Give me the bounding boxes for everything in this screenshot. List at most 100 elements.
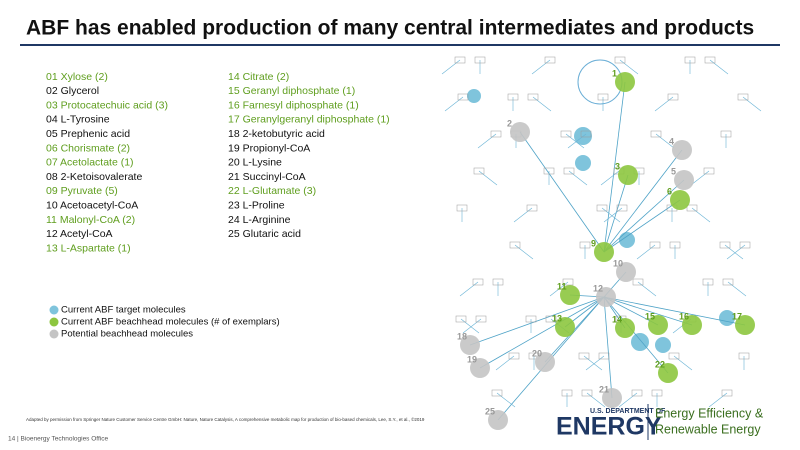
map-node [602, 388, 622, 408]
molecule-item: 20 L-Lysine [228, 157, 282, 169]
pathway-arrow [603, 296, 613, 399]
map-node [674, 170, 694, 190]
molecule-structure [650, 130, 662, 138]
pathway-arrow [742, 96, 762, 112]
pathway-arrow [636, 244, 656, 260]
map-node [658, 363, 678, 383]
map-node [618, 165, 638, 185]
pathway-arrow [618, 392, 638, 408]
footer: 14 | Bioenergy Technologies Office [8, 436, 108, 443]
molecule-structure [668, 352, 680, 360]
molecule-structure [738, 352, 750, 360]
map-node [648, 315, 668, 335]
molecule-structure [632, 278, 644, 286]
molecule-structure [739, 241, 751, 249]
pathway-arrow [600, 170, 620, 186]
map-node-label: 4 [669, 136, 674, 146]
map-node-label: 10 [613, 258, 623, 268]
map-node-label: 2 [507, 118, 512, 128]
molecule-item: 14 Citrate (2) [228, 71, 289, 83]
pathway-arrow [654, 96, 674, 112]
molecule-item: 12 Acetyl-CoA [46, 228, 113, 240]
map-node-label: 17 [732, 311, 742, 321]
molecule-structure [508, 352, 520, 360]
molecule-structure [473, 167, 485, 175]
map-node-label: 20 [532, 348, 542, 358]
target-node [631, 333, 649, 351]
pathway-arrow [724, 244, 744, 260]
molecule-structure [472, 278, 484, 286]
molecule-structure [596, 204, 608, 212]
molecule-item: 24 L-Arginine [228, 214, 291, 226]
legend-label: Current ABF target molecules [61, 305, 186, 316]
pathway-arrow [565, 133, 585, 149]
molecule-structure [509, 241, 521, 249]
molecule-structure [631, 389, 643, 397]
pathway-arrow [478, 170, 498, 186]
molecule-structure [702, 278, 714, 286]
pathway-arrow [726, 244, 746, 260]
molecule-structure [720, 130, 732, 138]
map-node [488, 410, 508, 430]
molecule-structure [507, 93, 519, 101]
pathway-arrow [531, 59, 551, 75]
map-node [672, 140, 692, 160]
molecule-item: 08 2-Ketoisovalerate [46, 171, 142, 183]
pathway-arrow [568, 170, 588, 186]
pathway-arrow [441, 59, 461, 75]
molecule-structure [614, 56, 626, 64]
map-node [735, 315, 755, 335]
pathway-arrow [549, 281, 569, 297]
map-node-label: 1 [612, 68, 617, 78]
map-node-label: 6 [667, 186, 672, 196]
molecule-structure [543, 167, 555, 175]
pathway-arrow [603, 199, 681, 253]
map-node [535, 352, 555, 372]
pathway-arrow [727, 281, 747, 297]
molecule-item: 11 Malonyl-CoA (2) [46, 214, 135, 226]
legend-swatch [49, 329, 59, 339]
footnote: Adapted by permission from Springer Natu… [26, 416, 425, 422]
legend-swatch [49, 305, 59, 315]
map-node-label: 13 [552, 313, 562, 323]
pathway-arrow [462, 318, 482, 334]
map-node-label: 11 [557, 281, 567, 291]
molecule-structure [579, 241, 591, 249]
map-node-label: 9 [591, 238, 596, 248]
pathway-arrow [673, 355, 693, 371]
map-node-label: 22 [655, 359, 665, 369]
molecule-item: 25 Glutaric acid [228, 228, 301, 240]
pathway-arrow [495, 355, 515, 371]
target-node [619, 232, 635, 248]
molecule-structure [598, 352, 610, 360]
pathway-arrow [603, 179, 685, 253]
map-node-label: 3 [615, 161, 620, 171]
pathway-arrow [603, 81, 626, 253]
molecule-structure [616, 204, 628, 212]
map-node [510, 122, 530, 142]
pathway-arrow [603, 149, 683, 253]
molecule-structure [560, 130, 572, 138]
molecule-structure [703, 167, 715, 175]
logo-wordmark: ENERGY [556, 413, 662, 441]
molecule-structure [581, 389, 593, 397]
molecule-structure [457, 93, 469, 101]
pathway-arrow [708, 392, 728, 408]
pathway-arrow [709, 59, 729, 75]
pathway-arrow [496, 392, 516, 408]
molecule-item: 09 Pyruvate (5) [46, 185, 118, 197]
molecule-structure [455, 315, 467, 323]
molecule-structure [669, 241, 681, 249]
molecule-item: 16 Farnesyl diphosphate (1) [228, 99, 359, 111]
molecule-structure [667, 93, 679, 101]
logo-line: Energy Efficiency & [655, 406, 764, 420]
molecule-item: 17 Geranylgeranyl diphosphate (1) [228, 114, 390, 126]
target-node [655, 337, 671, 353]
map-node-label: 19 [467, 354, 477, 364]
map-node [560, 285, 580, 305]
molecule-structure [490, 130, 502, 138]
molecule-item: 18 2-ketobutyric acid [228, 128, 325, 140]
pathway-arrow [479, 296, 605, 369]
pathway-arrow [583, 355, 603, 371]
